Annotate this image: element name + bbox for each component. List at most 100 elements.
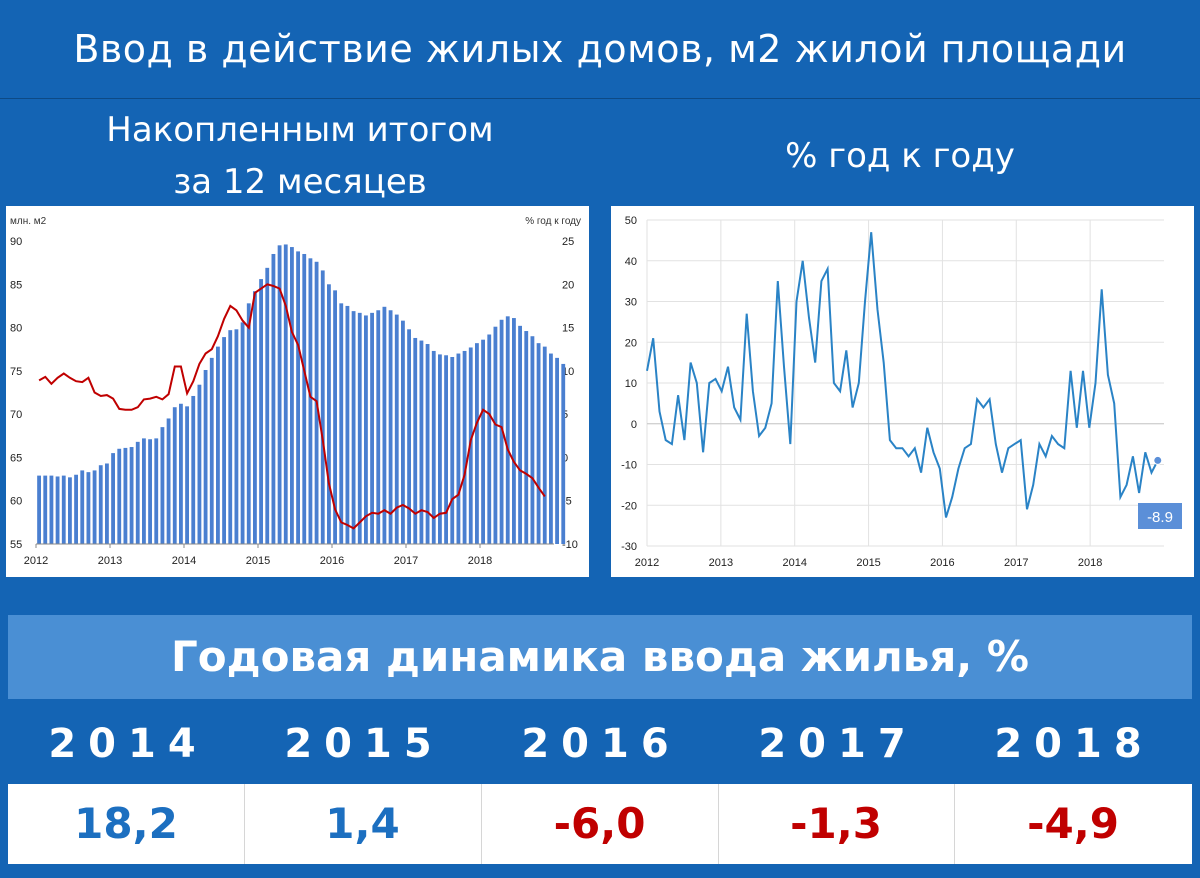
- bar: [413, 337, 418, 544]
- bar: [37, 475, 41, 544]
- bar: [117, 448, 122, 544]
- x-tick-label: 2017: [394, 555, 418, 567]
- left-chart-panel: млн. м2 % год к году 55 60 65 70 75 80 85 90 -10 -5…: [6, 206, 589, 577]
- bar: [209, 357, 214, 544]
- value-2016: -6,0: [481, 784, 719, 864]
- bar: [290, 247, 294, 544]
- bar: [142, 438, 146, 544]
- bar: [357, 312, 362, 544]
- yoy-line: [646, 232, 1159, 518]
- bar: [561, 363, 566, 544]
- bar: [222, 337, 226, 544]
- bar: [148, 439, 152, 544]
- last-point-marker: [1153, 455, 1163, 465]
- x-tick-label: 2015: [856, 557, 880, 569]
- bar: [487, 334, 492, 544]
- bar: [456, 353, 461, 544]
- y-tick-label: -30: [621, 541, 637, 553]
- bar: [370, 312, 374, 544]
- x-tick-label: 2012: [24, 555, 48, 567]
- bar: [481, 339, 485, 544]
- left-y-tick-label: 70: [10, 409, 22, 421]
- bar: [98, 465, 103, 544]
- x-tick-label: 2018: [1078, 557, 1102, 569]
- x-tick-label: 2012: [635, 557, 659, 569]
- bar: [68, 477, 72, 544]
- bar: [74, 474, 78, 544]
- bar: [536, 343, 541, 544]
- right-y-tick-label: 15: [562, 323, 574, 335]
- bar: [419, 340, 424, 544]
- bar: [111, 453, 115, 544]
- bar: [407, 329, 411, 544]
- bar: [425, 344, 430, 544]
- bar: [462, 350, 467, 544]
- bar: [191, 395, 196, 544]
- bar: [240, 322, 245, 544]
- right-axis-label: % год к году: [525, 216, 581, 227]
- y-tick-label: 10: [625, 378, 637, 390]
- bar: [43, 475, 48, 544]
- bar: [339, 303, 344, 544]
- bar: [401, 320, 405, 544]
- bar: [296, 251, 300, 544]
- bar: [376, 310, 381, 544]
- bar: [388, 310, 393, 544]
- bar: [265, 267, 270, 544]
- last-point-label-box: [1138, 503, 1182, 529]
- y-tick-label: 0: [631, 419, 637, 431]
- x-tick-label: 2016: [320, 555, 344, 567]
- bar: [55, 476, 60, 544]
- bar: [382, 306, 387, 544]
- right-y-tick-label: -10: [562, 539, 578, 551]
- bar: [253, 291, 257, 544]
- bar: [327, 284, 331, 544]
- right-y-tick-label: 20: [562, 279, 574, 291]
- bar: [105, 463, 109, 544]
- right-subtitle: % год к году: [785, 136, 1015, 176]
- value-2018: -4,9: [1027, 799, 1119, 848]
- bar: [259, 279, 263, 544]
- bar: [450, 357, 455, 544]
- y-tick-label: -10: [621, 460, 637, 472]
- left-y-tick-label: 80: [10, 323, 22, 335]
- bar: [271, 253, 276, 544]
- yoy-chart: -30 -20 -10 0 10 20 30 40 50 2012 2013 2014 2015 2016…: [621, 215, 1182, 569]
- bar: [302, 253, 307, 544]
- value-2014: 18,2: [8, 784, 245, 864]
- bar: [431, 350, 436, 544]
- year-row: 2014 2015 2016 2017 2018: [8, 705, 1192, 783]
- bar: [530, 336, 535, 544]
- x-tick-label: 2014: [172, 555, 196, 567]
- x-tick-label: 2014: [782, 557, 806, 569]
- bar: [197, 384, 202, 544]
- value-row: 18,2 1,4 -6,0 -1,3 -4,9: [8, 784, 1192, 864]
- y-tick-label: 50: [625, 215, 637, 227]
- bar: [129, 447, 134, 544]
- x-tick-label: 2013: [98, 555, 122, 567]
- bar: [234, 329, 239, 544]
- bar: [283, 244, 288, 544]
- year-2016: 2016: [521, 721, 681, 767]
- bar: [549, 353, 553, 544]
- right-y-tick-label: -5: [562, 496, 572, 508]
- x-tick-label: 2017: [1004, 557, 1028, 569]
- bar: [216, 346, 220, 544]
- bar: [308, 258, 313, 544]
- bar: [518, 325, 522, 544]
- bar: [135, 441, 140, 544]
- page-title: Ввод в действие жилых домов, м2 жилой пл…: [73, 27, 1127, 71]
- left-axis-label: млн. м2: [10, 216, 47, 227]
- year-2017: 2017: [758, 721, 918, 767]
- bar: [394, 314, 399, 544]
- bar: [320, 270, 325, 544]
- right-y-tick-label: 25: [562, 236, 574, 248]
- last-point-label: -8.9: [1147, 509, 1173, 526]
- bar: [123, 447, 128, 544]
- bar: [475, 343, 479, 544]
- left-y-tick-label: 90: [10, 236, 22, 248]
- bar: [80, 470, 85, 544]
- bar: [351, 311, 356, 544]
- yoy-line: [38, 283, 546, 530]
- bar: [172, 407, 177, 544]
